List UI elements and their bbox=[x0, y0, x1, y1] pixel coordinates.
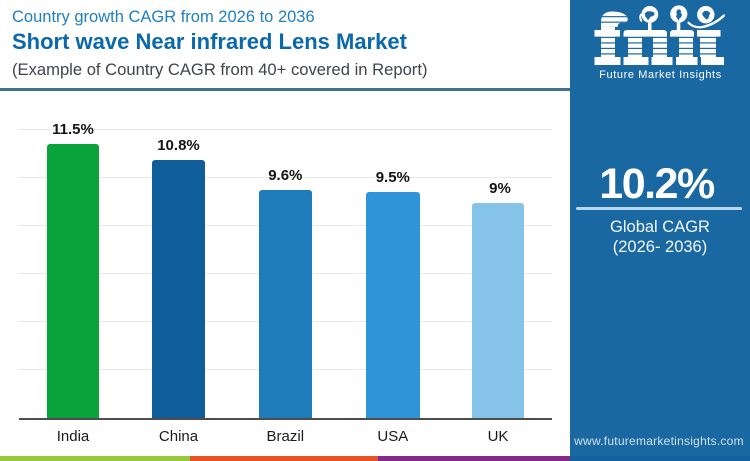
svg-text:Future Market Insights: Future Market Insights bbox=[599, 69, 722, 81]
